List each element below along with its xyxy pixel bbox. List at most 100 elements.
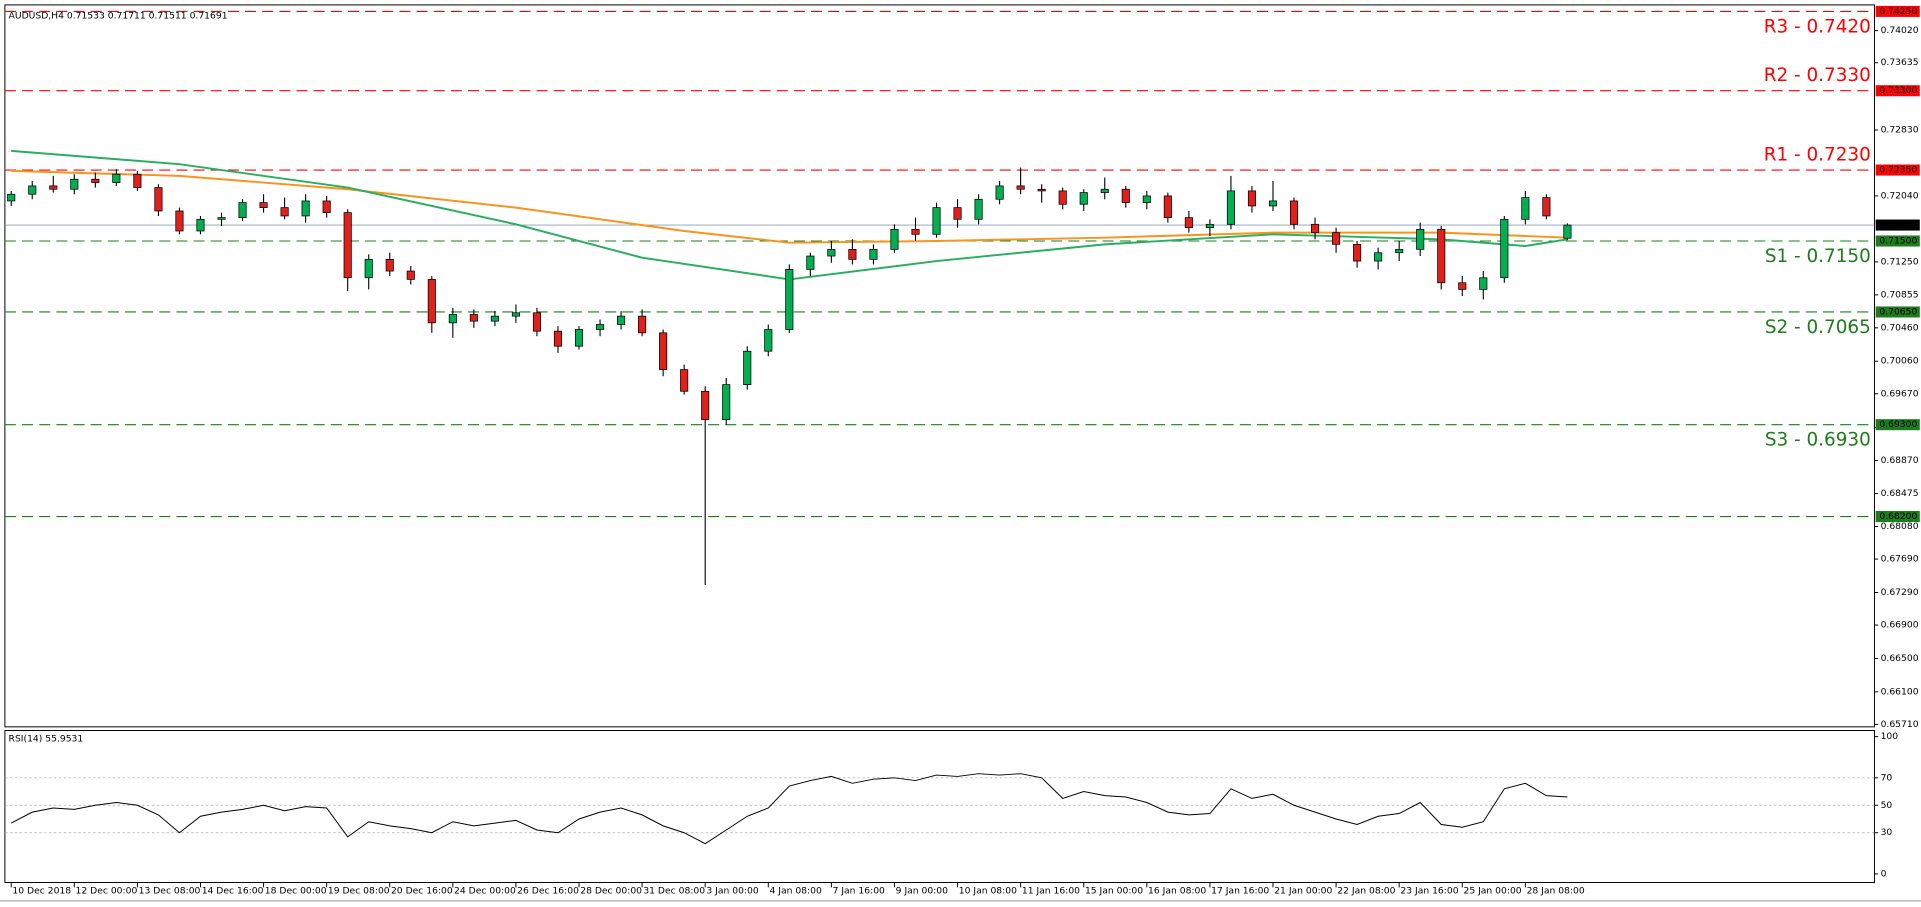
- rsi-line: [10, 773, 1568, 845]
- candle-body: [1184, 217, 1193, 229]
- y-tick-label: 0.68475: [1881, 488, 1919, 499]
- price-marker-label: 0.72350: [1879, 165, 1917, 176]
- price-marker-label: 0.71691: [1879, 220, 1917, 231]
- candle-body: [70, 178, 79, 190]
- candle-body: [1142, 195, 1151, 203]
- x-tick-label: 10 Dec 2018: [12, 886, 71, 897]
- price-marker-label: 0.69300: [1879, 419, 1917, 430]
- candle-body: [511, 312, 520, 317]
- rsi-panel: [4, 730, 1875, 883]
- price-marker: [1875, 419, 1920, 431]
- candle-body: [1079, 192, 1088, 205]
- y-tick-label: 0.72830: [1881, 124, 1919, 135]
- candle-body: [1542, 197, 1551, 217]
- candle-body: [1058, 190, 1067, 205]
- candle-body: [743, 350, 752, 385]
- moving-average: [11, 169, 1568, 244]
- candle-body: [1395, 248, 1404, 254]
- candle-body: [280, 207, 289, 217]
- candle-body: [427, 279, 436, 324]
- level-annotation: R2 - 0.7330: [1764, 65, 1871, 86]
- x-tick-label: 16 Jan 08:00: [1148, 886, 1206, 897]
- y-tick-label: 0.65710: [1881, 719, 1919, 730]
- candle-body: [175, 210, 184, 232]
- candle-body: [638, 315, 647, 334]
- x-tick-label: 15 Jan 00:00: [1085, 886, 1143, 897]
- x-tick-label: 28 Jan 08:00: [1527, 886, 1585, 897]
- y-tick-label: 70: [1881, 772, 1893, 783]
- candle-body: [1226, 190, 1235, 225]
- candle-body: [890, 228, 899, 250]
- candle-body: [574, 329, 584, 347]
- y-tick-label: 0.68080: [1881, 521, 1919, 532]
- price-marker-label: 0.73300: [1879, 85, 1917, 96]
- x-tick-label: 31 Dec 08:00: [643, 886, 705, 897]
- candle-body: [1374, 252, 1383, 262]
- candle-body: [448, 314, 457, 324]
- candle-body: [701, 390, 710, 421]
- candle-body: [532, 312, 541, 332]
- candle-body: [1353, 243, 1362, 262]
- y-tick-label: 0.71250: [1881, 256, 1919, 267]
- x-tick-label: 22 Jan 08:00: [1337, 886, 1395, 897]
- x-tick-label: 14 Dec 16:00: [202, 886, 264, 897]
- candle-body: [974, 198, 983, 220]
- x-tick-label: 19 Dec 08:00: [328, 886, 390, 897]
- candle-body: [1205, 223, 1214, 229]
- candle-body: [1479, 277, 1488, 290]
- y-tick-label: 0.69670: [1881, 388, 1919, 399]
- candle-body: [1037, 188, 1046, 192]
- candle-body: [301, 200, 310, 217]
- candle-body: [1247, 190, 1257, 207]
- candle-body: [595, 324, 605, 330]
- y-tick-label: 0.66500: [1881, 653, 1919, 664]
- y-tick-label: 0.72040: [1881, 190, 1919, 201]
- price-marker: [1875, 511, 1920, 523]
- y-tick-label: 0.67290: [1881, 587, 1919, 598]
- y-tick-label: 100: [1881, 731, 1899, 742]
- y-tick-label: 0.74020: [1881, 25, 1919, 36]
- candle-body: [1458, 282, 1467, 290]
- price-marker-label: 0.68200: [1879, 511, 1917, 522]
- candle-body: [680, 369, 689, 392]
- x-tick-label: 18 Dec 00:00: [265, 886, 327, 897]
- x-tick-label: 23 Jan 16:00: [1400, 886, 1458, 897]
- x-tick-label: 24 Dec 00:00: [454, 886, 516, 897]
- candle-body: [154, 187, 163, 212]
- candle-body: [553, 330, 563, 347]
- candle-body: [785, 269, 794, 330]
- candle-body: [1416, 228, 1425, 250]
- candle-body: [722, 384, 731, 421]
- candle-body: [196, 218, 205, 232]
- candle-body: [848, 248, 857, 260]
- level-annotation: R1 - 0.7230: [1764, 144, 1871, 165]
- x-tick-label: 10 Jan 08:00: [959, 886, 1017, 897]
- candle-body: [659, 332, 668, 370]
- price-marker: [1875, 164, 1920, 176]
- y-tick-label: 0.70855: [1881, 289, 1919, 300]
- candle-body: [995, 185, 1004, 200]
- candle-body: [1163, 195, 1172, 218]
- symbol-header: AUDUSD,H4 0.71533 0.71711 0.71511 0.7169…: [9, 10, 228, 21]
- y-tick-label: 30: [1881, 827, 1893, 838]
- x-tick-label: 25 Jan 00:00: [1463, 886, 1521, 897]
- price-marker-label: 0.70650: [1879, 306, 1917, 317]
- price-panel: [4, 4, 1875, 728]
- price-marker: [1875, 219, 1920, 231]
- candle-body: [343, 212, 352, 279]
- level-annotation: S2 - 0.7065: [1765, 317, 1871, 338]
- candle-body: [322, 200, 331, 213]
- y-tick-label: 0: [1881, 868, 1887, 879]
- price-marker-label: 0.74250: [1879, 6, 1917, 17]
- x-tick-label: 4 Jan 08:00: [770, 886, 822, 897]
- candle-body: [764, 329, 773, 352]
- y-tick-label: 0.70060: [1881, 356, 1919, 367]
- candle-body: [112, 173, 121, 183]
- x-tick-label: 12 Dec 00:00: [76, 886, 138, 897]
- candle-body: [1500, 218, 1509, 279]
- candle-body: [1268, 200, 1278, 207]
- candle-body: [1521, 197, 1530, 220]
- x-tick-label: 20 Dec 16:00: [391, 886, 453, 897]
- candle-body: [1437, 228, 1446, 284]
